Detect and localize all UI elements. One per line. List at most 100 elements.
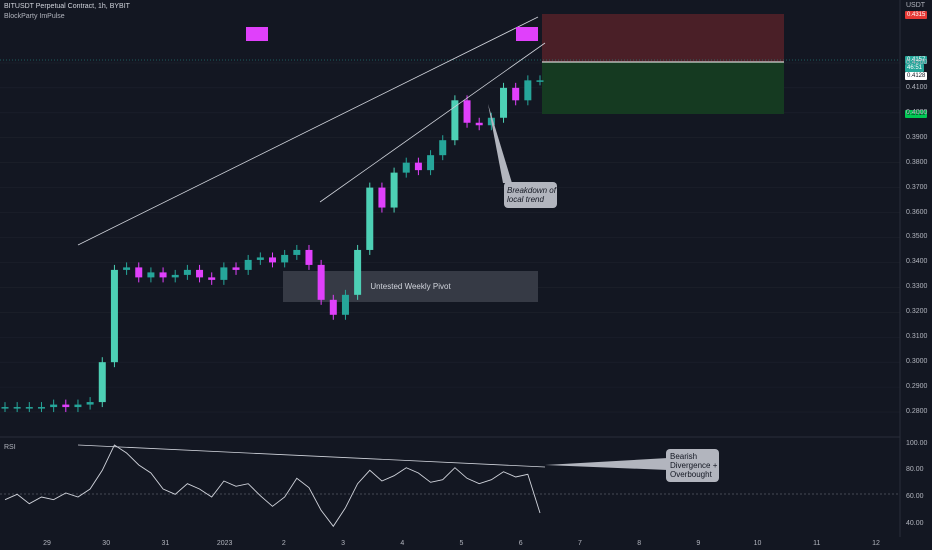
weekly-pivot-label: Untested Weekly Pivot xyxy=(370,282,451,291)
candle-body xyxy=(25,407,33,409)
gridlines xyxy=(0,62,900,413)
candle-body xyxy=(196,269,204,278)
time-tick-label: 3 xyxy=(341,540,346,547)
candle-body xyxy=(74,404,82,408)
candle-body xyxy=(427,155,435,171)
time-tick-label: 2 xyxy=(281,540,286,547)
candle-body xyxy=(378,187,386,208)
candle-body xyxy=(524,80,532,101)
candle-body xyxy=(244,259,252,270)
candle-body xyxy=(354,249,362,295)
price-tick-label: 0.2800 xyxy=(906,408,928,416)
candle-body xyxy=(390,172,398,208)
time-tick-label: 6 xyxy=(518,540,523,547)
price-tick-label: 0.3400 xyxy=(906,258,928,266)
divergence-callout-pointer xyxy=(545,458,668,470)
time-tick-label: 8 xyxy=(637,540,642,547)
candle-body xyxy=(232,267,240,270)
price-tick-label: 0.4200 xyxy=(906,58,928,66)
candle-body xyxy=(86,402,94,405)
rsi-pane-label: RSI xyxy=(4,444,16,451)
price-tick-label: 0.3900 xyxy=(906,133,928,141)
rsi-tick-label: 60.00 xyxy=(906,493,924,500)
candle-body xyxy=(439,140,447,156)
time-tick-label: 9 xyxy=(696,540,701,547)
candle-body xyxy=(37,407,45,409)
candle-body xyxy=(98,362,106,403)
price-tick-label: 0.4000 xyxy=(906,108,928,116)
candle-body xyxy=(305,249,313,265)
time-tick-label: 30 xyxy=(102,540,111,547)
stop-price-tag: 0.4315 xyxy=(905,11,928,19)
price-tick-label: 0.3600 xyxy=(906,208,928,216)
candle-body xyxy=(256,257,264,260)
candle-body xyxy=(123,267,131,270)
candle-body xyxy=(208,277,216,280)
candle-body xyxy=(451,100,459,141)
indicator-name: BlockParty ImPulse xyxy=(4,13,65,20)
rsi-tick-label: 40.00 xyxy=(906,519,924,527)
candle-body xyxy=(13,407,21,409)
time-tick-label: 5 xyxy=(459,540,464,547)
time-tick-label: 2023 xyxy=(216,540,233,547)
candle-body xyxy=(183,269,191,275)
weekly-pivot-box xyxy=(283,271,538,302)
candle-body xyxy=(1,407,9,409)
candle-body xyxy=(147,272,155,278)
candle-body xyxy=(293,249,301,255)
candles-layer xyxy=(1,75,544,413)
candle-body xyxy=(62,404,70,408)
price-tick-label: 0.3800 xyxy=(906,158,928,166)
price-tick-label: 0.3200 xyxy=(906,308,928,316)
candle-body xyxy=(110,269,118,363)
candle-body xyxy=(171,274,179,278)
entry-price-tag: 0.4128 xyxy=(905,72,928,80)
target-price-tag: 0.3919 xyxy=(905,110,928,118)
price-tick-label: 0.3500 xyxy=(906,233,928,241)
breakdown-callout-text: Breakdown of local trend xyxy=(507,186,556,204)
upper-trendline xyxy=(77,16,539,246)
bar-countdown-tag: 46:51 xyxy=(905,64,925,72)
signal-marker-right xyxy=(516,27,538,41)
currency-label: USDT xyxy=(906,2,926,9)
candle-body xyxy=(329,299,337,315)
price-tick-label: 0.3000 xyxy=(906,358,928,366)
rsi-tick-label: 100.00 xyxy=(906,439,928,447)
current-price-tag: 0.4157 xyxy=(905,56,928,64)
rsi-series-line xyxy=(4,444,541,528)
stop-loss-zone xyxy=(542,14,784,62)
candle-body xyxy=(159,272,167,278)
time-tick-label: 11 xyxy=(813,540,821,547)
candle-body xyxy=(475,122,483,126)
divergence-callout-box xyxy=(666,449,719,482)
candle-body xyxy=(414,162,422,171)
time-tick-label: 12 xyxy=(872,540,880,547)
take-profit-zone xyxy=(542,62,784,114)
candle-body xyxy=(220,267,228,280)
candle-body xyxy=(269,257,276,263)
time-tick-label: 7 xyxy=(577,540,582,547)
price-tick-label: 0.3300 xyxy=(906,283,928,291)
candle-body xyxy=(341,294,349,315)
price-tick-label: 0.2900 xyxy=(906,383,928,391)
time-tick-label: 31 xyxy=(161,540,170,547)
divergence-callout-text: Bearish Divergence + Overbought xyxy=(670,452,718,479)
breakdown-callout-box xyxy=(504,182,557,208)
time-tick-label: 4 xyxy=(400,540,405,547)
chart-title: BITUSDT Perpetual Contract, 1h, BYBIT xyxy=(4,3,130,10)
breakdown-callout-pointer xyxy=(488,104,512,183)
candle-body xyxy=(317,264,325,300)
time-tick-label: 29 xyxy=(43,540,51,547)
signal-marker-left xyxy=(246,27,268,41)
price-tick-label: 0.4100 xyxy=(906,83,928,91)
rsi-tick-label: 80.00 xyxy=(906,466,924,474)
price-tick-label: 0.3100 xyxy=(906,333,928,341)
lower-trendline xyxy=(319,42,546,203)
candle-body xyxy=(135,267,143,278)
time-tick-label: 10 xyxy=(753,540,762,547)
candle-body xyxy=(536,80,544,82)
candle-body xyxy=(402,162,410,173)
price-tick-label: 0.3700 xyxy=(906,183,928,191)
candle-body xyxy=(500,87,508,118)
